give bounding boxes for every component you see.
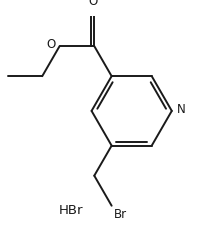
Text: N: N — [177, 103, 185, 116]
Text: Br: Br — [114, 208, 127, 221]
Text: HBr: HBr — [59, 204, 83, 217]
Text: O: O — [89, 0, 98, 7]
Text: O: O — [46, 38, 56, 51]
